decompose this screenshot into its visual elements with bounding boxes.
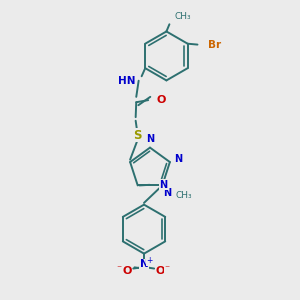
Text: N: N bbox=[140, 260, 148, 269]
Text: Br: Br bbox=[208, 40, 221, 50]
Text: N: N bbox=[164, 188, 172, 197]
Text: S: S bbox=[133, 129, 141, 142]
Text: N: N bbox=[174, 154, 182, 164]
Text: O: O bbox=[157, 94, 166, 104]
Text: N: N bbox=[146, 134, 154, 144]
Text: +: + bbox=[146, 256, 153, 265]
Text: ⁻: ⁻ bbox=[116, 264, 122, 274]
Text: O: O bbox=[122, 266, 131, 276]
Text: HN: HN bbox=[118, 76, 135, 86]
Text: CH₃: CH₃ bbox=[175, 12, 191, 21]
Text: CH₃: CH₃ bbox=[175, 191, 192, 200]
Text: O: O bbox=[155, 266, 165, 276]
Text: N: N bbox=[159, 180, 167, 190]
Text: ⁻: ⁻ bbox=[165, 264, 170, 274]
